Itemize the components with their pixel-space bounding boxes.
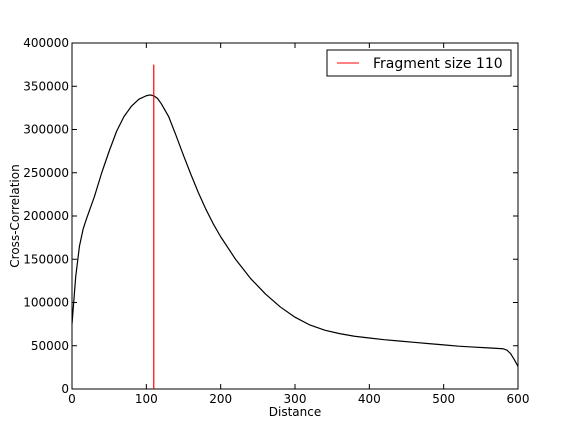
y-tick-label: 0 — [61, 382, 69, 396]
x-tick-label: 100 — [135, 392, 158, 406]
x-tick-label: 400 — [358, 392, 381, 406]
series-layer — [71, 94, 519, 367]
y-tick-label: 250000 — [23, 166, 69, 180]
series-line-cross-correlation — [71, 94, 519, 367]
legend-entry-label: Fragment size 110 — [373, 56, 503, 72]
x-tick-label: 600 — [507, 392, 530, 406]
y-tick-label: 150000 — [23, 252, 69, 266]
x-tick-label: 200 — [209, 392, 232, 406]
x-tick-label: 0 — [68, 392, 76, 406]
x-tick-label: 300 — [284, 392, 307, 406]
plot-frame — [71, 42, 519, 390]
x-axis-ticks: 0 100 200 300 400 500 600 — [68, 43, 529, 406]
y-tick-label: 100000 — [23, 296, 69, 310]
y-tick-label: 400000 — [23, 36, 69, 50]
y-tick-label: 200000 — [23, 209, 69, 223]
y-tick-label: 300000 — [23, 123, 69, 137]
y-axis-label: Cross-Correlation — [8, 164, 22, 267]
y-tick-label: 350000 — [23, 79, 69, 93]
legend: Fragment size 110 — [326, 49, 512, 77]
y-tick-label: 50000 — [31, 339, 69, 353]
x-tick-label: 500 — [432, 392, 455, 406]
x-axis-label: Distance — [269, 405, 321, 419]
y-axis-ticks: 0 50000 100000 150000 200000 250000 300000 3500… — [23, 36, 518, 396]
